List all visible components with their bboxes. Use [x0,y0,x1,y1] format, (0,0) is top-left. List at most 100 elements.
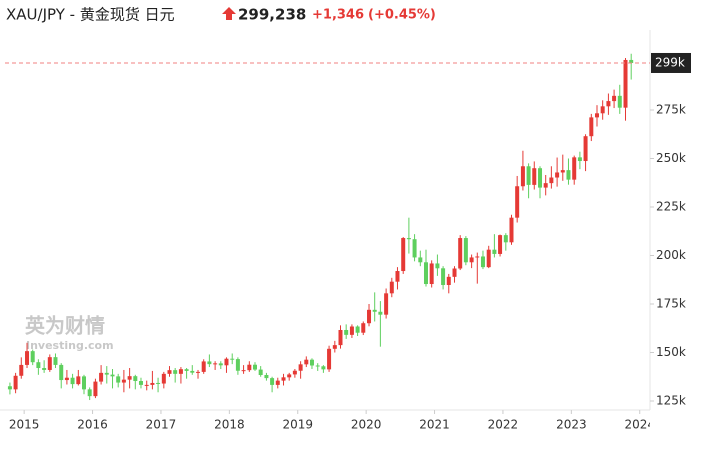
candle-body [207,361,212,365]
candle-body [241,370,246,372]
candle-body [520,166,525,187]
candle-body [492,249,497,254]
candle-body [572,157,577,180]
candle-body [99,372,104,382]
candle-body [566,170,571,180]
candle-body [486,249,491,268]
watermark: 英为财情 [25,314,105,338]
candle-body [224,358,229,366]
candle-body [25,351,30,365]
candle-body [549,177,554,184]
y-tick-label: 275k [656,103,686,117]
candle-body [344,329,349,335]
candle-body [515,186,520,218]
candle-body [418,257,423,263]
candle-body [372,309,377,312]
candle-body [617,95,622,108]
candle-body [201,361,206,372]
candle-body [600,106,605,114]
candle-body [367,309,372,324]
candle-body [594,113,599,118]
candle-body [104,372,109,375]
candle-body [509,217,514,243]
candle-body [167,370,172,374]
change-pct: (+0.45%) [368,8,436,23]
candle-body [355,326,360,333]
candle-body [401,238,406,272]
candle-body [389,281,394,294]
x-tick-label: 2024 [624,418,655,432]
candle-body [82,376,87,390]
candle-body [264,375,269,379]
candle-body [384,293,389,315]
candle-body [526,166,531,185]
candle-body [349,326,354,335]
candle-body [184,369,189,371]
candle-body [36,362,41,369]
candle-body [196,371,201,373]
candle-body [30,351,35,363]
candle-body [338,329,343,346]
x-tick-label: 2023 [556,418,587,432]
candle-body [230,358,235,360]
candle-body [144,384,149,386]
candle-body [480,256,485,268]
x-tick-label: 2018 [214,418,245,432]
x-tick-label: 2022 [488,418,519,432]
last-price-box [651,52,691,73]
candle-body [538,168,543,188]
candle-body [70,377,75,385]
change: +1,346 [312,8,364,23]
candle-body [321,366,326,370]
x-tick-label: 2015 [9,418,40,432]
candle-body [247,364,252,371]
candle-body [606,101,611,107]
candle-body [235,359,240,371]
candle-body [93,381,98,397]
candle-body [13,375,18,390]
candle-body [127,376,132,380]
y-tick-label: 200k [656,248,686,262]
candle-body [76,376,81,385]
candle-body [121,379,126,383]
candle-body [19,364,24,376]
candle-body [577,157,582,162]
candle-body [47,357,52,370]
candle-body [270,378,275,385]
x-tick-label: 2021 [419,418,450,432]
candle-body [475,256,480,258]
candle-body [190,370,195,373]
y-tick-label: 250k [656,151,686,165]
candle-body [332,345,337,349]
candle-body [116,376,121,383]
candle-body [138,381,143,385]
candle-body [361,323,366,333]
candle-body [53,357,58,365]
x-tick-label: 2017 [146,418,177,432]
watermark: Investing.com [26,339,114,352]
x-tick-label: 2020 [351,418,382,432]
candle-body [458,238,463,269]
y-tick-label: 175k [656,297,686,311]
candle-body [435,263,440,269]
candle-body [275,380,280,385]
candle-body [452,268,457,277]
candle-body [583,136,588,162]
candle-body [156,382,161,384]
candle-body [543,183,548,188]
candle-body [87,389,92,397]
candle-body [64,377,69,381]
candle-body [406,238,411,240]
candle-body [532,168,537,185]
candle-body [59,364,64,381]
candle-body [161,373,166,384]
candle-body [429,263,434,285]
candle-body [281,377,286,381]
last-price-label: 299k [655,55,685,69]
candle-body [7,386,12,390]
y-tick-label: 150k [656,345,686,359]
symbol-title: XAU/JPY - 黄金现货 日元 [6,6,175,24]
candle-body [469,257,474,263]
candle-body [309,359,314,366]
